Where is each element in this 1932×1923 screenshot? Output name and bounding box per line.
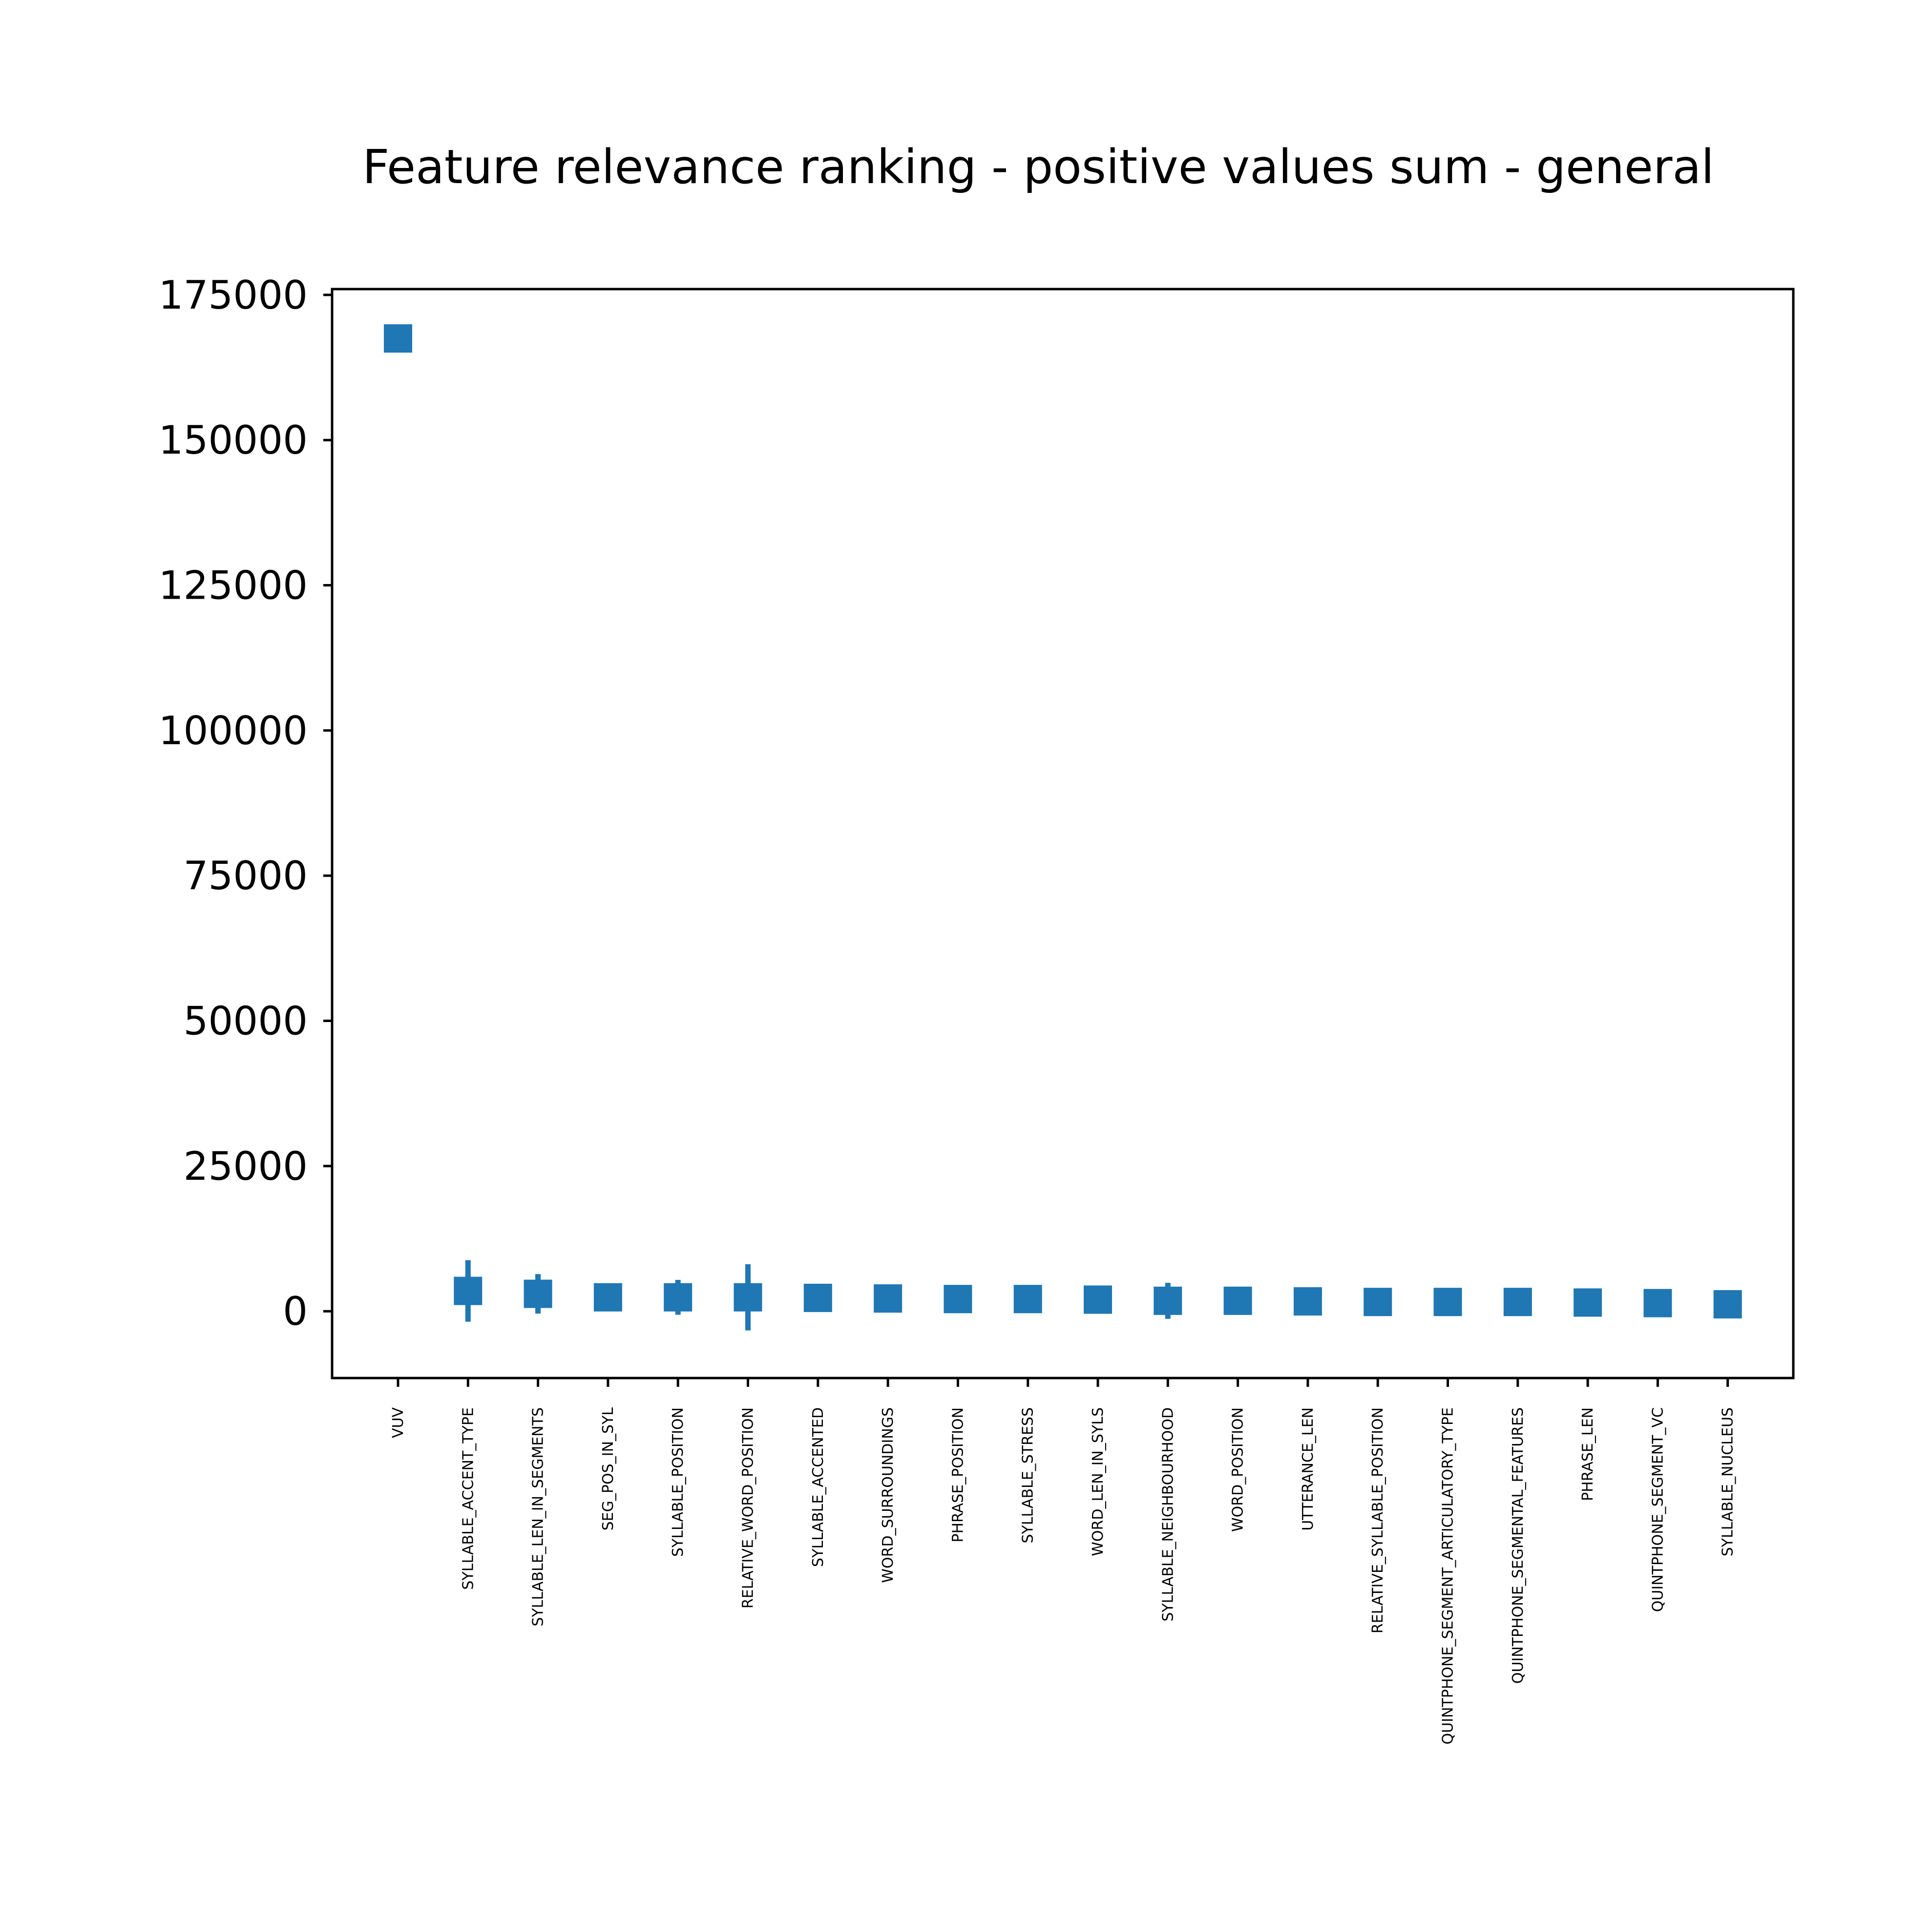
data-point — [1503, 1288, 1532, 1317]
data-point — [944, 1285, 972, 1314]
x-tick-label: PHRASE_POSITION — [949, 1407, 966, 1543]
data-point — [1293, 1287, 1322, 1316]
data-point — [734, 1283, 762, 1312]
data-point — [874, 1284, 903, 1313]
x-tick-label: SYLLABLE_STRESS — [1020, 1407, 1037, 1544]
y-tick-label: 50000 — [184, 999, 308, 1044]
y-tick-label: 0 — [283, 1289, 308, 1334]
x-axis: VUV SYLLABLE_ACCENT_TYPE SYLLABLE_LEN_IN_S… — [390, 1378, 1737, 1744]
y-tick-label: 25000 — [184, 1144, 308, 1189]
data-markers — [384, 324, 1742, 1318]
x-tick-label: QUINTPHONE_SEGMENTAL_FEATURES — [1510, 1407, 1527, 1684]
data-point — [384, 324, 412, 353]
x-tick-label: WORD_POSITION — [1230, 1407, 1247, 1532]
x-tick-label: WORD_SURROUNDINGS — [880, 1407, 897, 1583]
x-tick-label: QUINTPHONE_SEGMENT_VC — [1649, 1407, 1666, 1612]
x-tick-label: UTTERANCE_LEN — [1300, 1407, 1317, 1531]
x-tick-label: QUINTPHONE_SEGMENT_ARTICULATORY_TYPE — [1440, 1407, 1457, 1744]
data-point — [1154, 1286, 1182, 1315]
data-point — [1574, 1288, 1602, 1317]
data-point — [1433, 1288, 1462, 1317]
data-point — [803, 1283, 832, 1312]
x-tick-label: SEG_POS_IN_SYL — [600, 1407, 617, 1531]
x-tick-label: WORD_LEN_IN_SYLS — [1090, 1407, 1107, 1556]
y-tick-label: 100000 — [159, 708, 308, 753]
data-point — [1084, 1285, 1112, 1314]
x-tick-label: SYLLABLE_NEIGHBOURHOOD — [1159, 1407, 1176, 1622]
data-point — [1713, 1290, 1742, 1318]
x-tick-label: SYLLABLE_NUCLEUS — [1720, 1407, 1737, 1556]
y-tick-label: 150000 — [159, 418, 308, 463]
y-axis: 0 25000 50000 75000 100000 125000 150000 175000 — [159, 272, 332, 1334]
data-point — [1223, 1286, 1252, 1315]
x-tick-label: PHRASE_LEN — [1579, 1407, 1596, 1501]
x-tick-label: SYLLABLE_ACCENT_TYPE — [460, 1407, 477, 1590]
plot-area — [331, 288, 1795, 1380]
data-point — [454, 1276, 483, 1305]
y-tick-label: 75000 — [184, 853, 308, 899]
plot-frame — [331, 288, 1795, 1380]
chart-title: Feature relevance ranking - positive val… — [362, 140, 1714, 194]
x-tick-label: SYLLABLE_LEN_IN_SEGMENTS — [530, 1407, 547, 1627]
y-tick-label: 175000 — [159, 272, 308, 318]
y-tick-label: 125000 — [159, 563, 308, 608]
data-point — [664, 1283, 693, 1312]
x-tick-label: SYLLABLE_ACCENTED — [810, 1407, 827, 1567]
data-point — [524, 1279, 552, 1308]
data-point — [1013, 1285, 1042, 1314]
data-point — [1364, 1288, 1392, 1317]
x-tick-label: VUV — [390, 1407, 407, 1438]
x-tick-label: RELATIVE_SYLLABLE_POSITION — [1369, 1407, 1386, 1633]
data-point — [593, 1283, 622, 1312]
data-point — [1643, 1289, 1672, 1317]
x-tick-label: RELATIVE_WORD_POSITION — [740, 1407, 757, 1609]
x-tick-label: SYLLABLE_POSITION — [670, 1407, 687, 1557]
